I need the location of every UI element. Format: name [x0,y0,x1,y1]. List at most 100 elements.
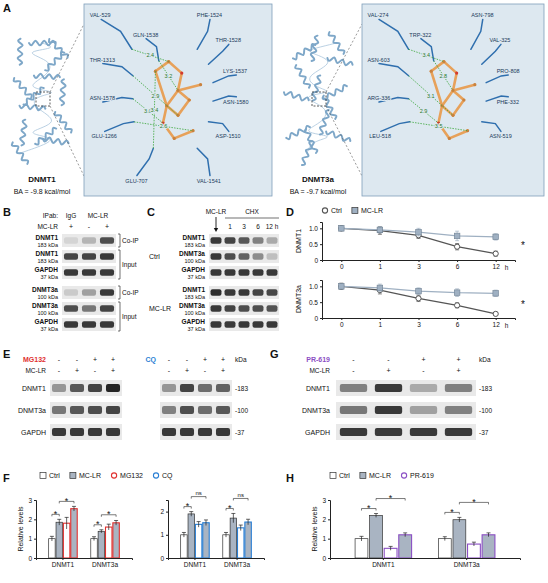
bar [245,522,251,558]
ligand-atom [188,98,191,101]
residue-stick [486,75,508,83]
y-tick: 0.5 [309,299,322,306]
y-tick: 0 [160,555,168,562]
size-label: -100 [479,407,492,414]
blot-band [375,384,402,392]
tick-label: 3 [28,497,32,504]
blot-band [211,253,222,260]
tick-label: 6 [456,263,460,270]
distance-label: 2.9 [420,108,428,114]
panel-letter: A [3,2,11,14]
size-label: 100 kDa [185,310,206,316]
panel-letter: D [286,206,294,218]
residue-label: THR-1313 [90,57,115,63]
tick-mark [328,500,330,501]
legend-marker [40,473,46,479]
row-label: DNMT3a [32,286,58,293]
x-tick: DNMT3a [224,558,250,568]
y-tick: 2 [322,516,330,523]
ligand-atom [180,72,183,75]
treatment-sign: - [58,356,61,363]
binding-affinity: BA = -9.7 kcal/mol [290,188,347,195]
blot-band [267,269,278,276]
protein-helix [302,141,312,165]
tick-label: 2 [160,508,164,515]
bar [113,523,119,558]
error-bar [239,525,243,531]
row-label: DNMT1 [36,250,59,257]
ligand-bond [453,73,457,90]
h-bond [410,122,468,131]
significance: * [107,509,111,519]
protein-helix [18,39,23,65]
tick-label: DNMT1 [372,561,395,568]
treatment-sign: - [387,356,390,363]
blot-strip [62,286,116,299]
panel-letter: E [3,348,10,360]
tick-label: 2 [28,516,32,523]
significance: * [521,240,525,251]
zoom-line [326,24,362,92]
blot-strip [62,318,116,331]
distance-label: 2.8 [440,73,448,79]
error-bar [374,514,378,518]
blot-band [216,428,230,436]
x-axis: DNMT1DNMT3a [331,558,521,568]
blot-band [162,384,176,392]
blot-band [106,428,120,436]
treatment-label: MC-LR [37,223,58,230]
error-bar [57,519,61,525]
blot-band [375,406,402,414]
significance: * [472,497,476,507]
y-axis: 0123 [322,497,330,562]
treatment-sign: + [111,356,115,363]
blot-band [52,428,66,436]
significance: * [450,507,454,517]
treatment-label: CQ [146,356,157,364]
x-tick: DNMT1 [184,558,207,568]
size-label: 100 kDa [38,294,59,300]
blot-band [64,305,78,312]
size-label: -100 [235,407,248,414]
point [377,285,383,291]
protein-name: DNMT1 [28,175,56,184]
size-label: -183 [235,385,248,392]
plot-area [181,512,252,558]
zoom-line [326,106,362,176]
distance-label: 3.4 [151,107,159,113]
legend-marker [401,473,406,478]
blot-band [225,237,236,244]
error-bar [378,227,382,233]
tick-label: 0 [314,257,318,264]
zoom-box [36,92,50,106]
chart: 0123Relative levelsDNMT1DNMT3a****CtrlMC… [311,472,520,568]
tick-mark [34,500,36,501]
blot-band [211,289,222,296]
treatment-sign: - [352,367,355,374]
tick-label: 1 [160,531,164,538]
treatment-sign: + [111,367,115,374]
tick-label: DNMT3a [224,561,250,568]
panel-letter: F [3,472,10,484]
treatment-sign: - [422,367,425,374]
residue-label: VAL-274 [367,12,388,18]
blot-band [64,321,78,328]
tick-mark [320,244,322,245]
legend-label: Ctrl [339,472,350,479]
h-bond [133,76,178,116]
lane-label: 3 [242,223,246,230]
treatment-label: PR-619 [306,356,330,363]
blot-band [180,406,194,414]
blot-band [88,406,102,414]
bar [181,535,187,558]
bar [482,535,495,558]
residue-label: TRP-322 [409,32,431,38]
blot-band [88,384,102,392]
blot-band [64,237,78,244]
residue-stick [197,19,210,49]
header: IgG [66,212,76,220]
tick-label: 0 [314,315,318,322]
error-bar [204,520,208,526]
chart: 00.51.0DNMT3a013612h* [295,281,525,329]
blot-band [253,269,264,276]
